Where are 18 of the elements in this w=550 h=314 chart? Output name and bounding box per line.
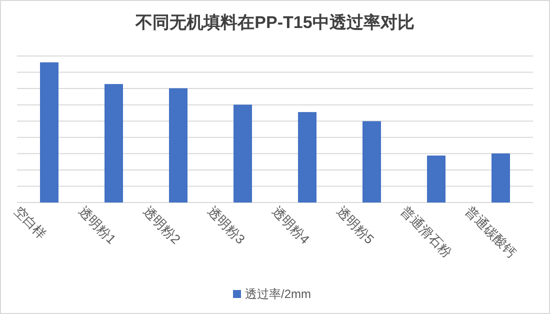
x-tick-label: 普通碳酸钙 [462, 204, 520, 260]
bar [40, 62, 58, 202]
bar [234, 104, 252, 202]
legend-label: 透过率/2mm [245, 287, 312, 301]
x-tick-label: 透明粉4 [269, 204, 312, 247]
bar [169, 88, 188, 202]
bar [362, 121, 381, 202]
bar [427, 156, 446, 202]
x-tick-label: 透明粉5 [334, 204, 377, 247]
x-tick-label: 透明粉1 [76, 204, 119, 247]
bar [492, 153, 510, 202]
chart-title: 不同无机填料在PP-T15中透过率对比 [134, 13, 414, 32]
bar [104, 84, 123, 202]
bar [298, 112, 316, 202]
x-tick-label: 普通滑石粉 [398, 204, 455, 260]
x-tick-label: 透明粉3 [204, 204, 248, 247]
x-tick-label: 透明粉2 [140, 204, 184, 247]
x-tick-label: 空白样 [11, 204, 50, 242]
